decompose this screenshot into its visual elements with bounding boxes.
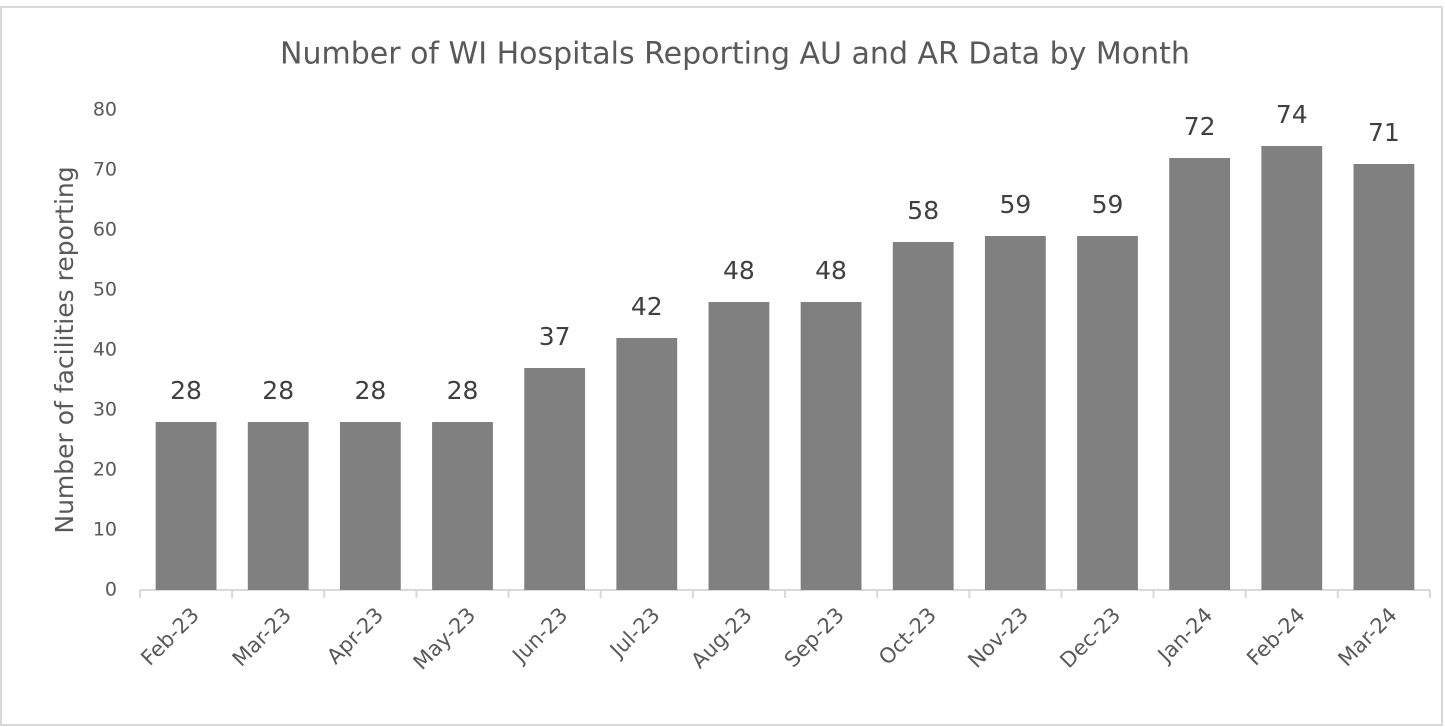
bar <box>616 338 678 590</box>
data-label: 48 <box>723 256 755 285</box>
bar <box>1077 236 1138 590</box>
data-label: 74 <box>1276 100 1308 129</box>
data-label: 37 <box>539 322 571 351</box>
bar <box>432 422 493 590</box>
y-tick-label: 60 <box>93 219 117 241</box>
data-label: 58 <box>907 196 939 225</box>
bar <box>1169 158 1231 590</box>
bar <box>800 302 862 590</box>
bar <box>155 422 217 590</box>
y-tick-label: 50 <box>93 279 117 301</box>
data-label: 28 <box>262 376 294 405</box>
data-label: 71 <box>1368 118 1400 147</box>
y-tick-label: 10 <box>93 519 117 541</box>
y-tick-label: 70 <box>93 159 117 181</box>
data-label: 28 <box>354 376 386 405</box>
data-label: 28 <box>170 376 202 405</box>
y-tick-label: 20 <box>93 459 117 481</box>
y-tick-label: 30 <box>93 399 117 421</box>
chart-title: Number of WI Hospitals Reporting AU and … <box>280 37 1190 72</box>
y-axis-label: Number of facilities reporting <box>50 166 79 533</box>
bar <box>984 236 1046 590</box>
bar <box>1353 164 1415 590</box>
data-label: 72 <box>1184 112 1216 141</box>
y-tick-label: 40 <box>93 339 117 361</box>
y-tick-label: 80 <box>93 99 117 121</box>
data-label: 28 <box>447 376 479 405</box>
bar <box>1261 146 1323 590</box>
data-label: 59 <box>999 190 1031 219</box>
data-label: 48 <box>815 256 847 285</box>
bar <box>339 422 401 590</box>
y-tick-label: 0 <box>105 579 117 601</box>
data-label: 42 <box>631 292 663 321</box>
bar <box>708 302 770 590</box>
bar <box>892 242 954 590</box>
bar <box>524 368 586 590</box>
data-label: 59 <box>1092 190 1124 219</box>
bar <box>247 422 309 590</box>
